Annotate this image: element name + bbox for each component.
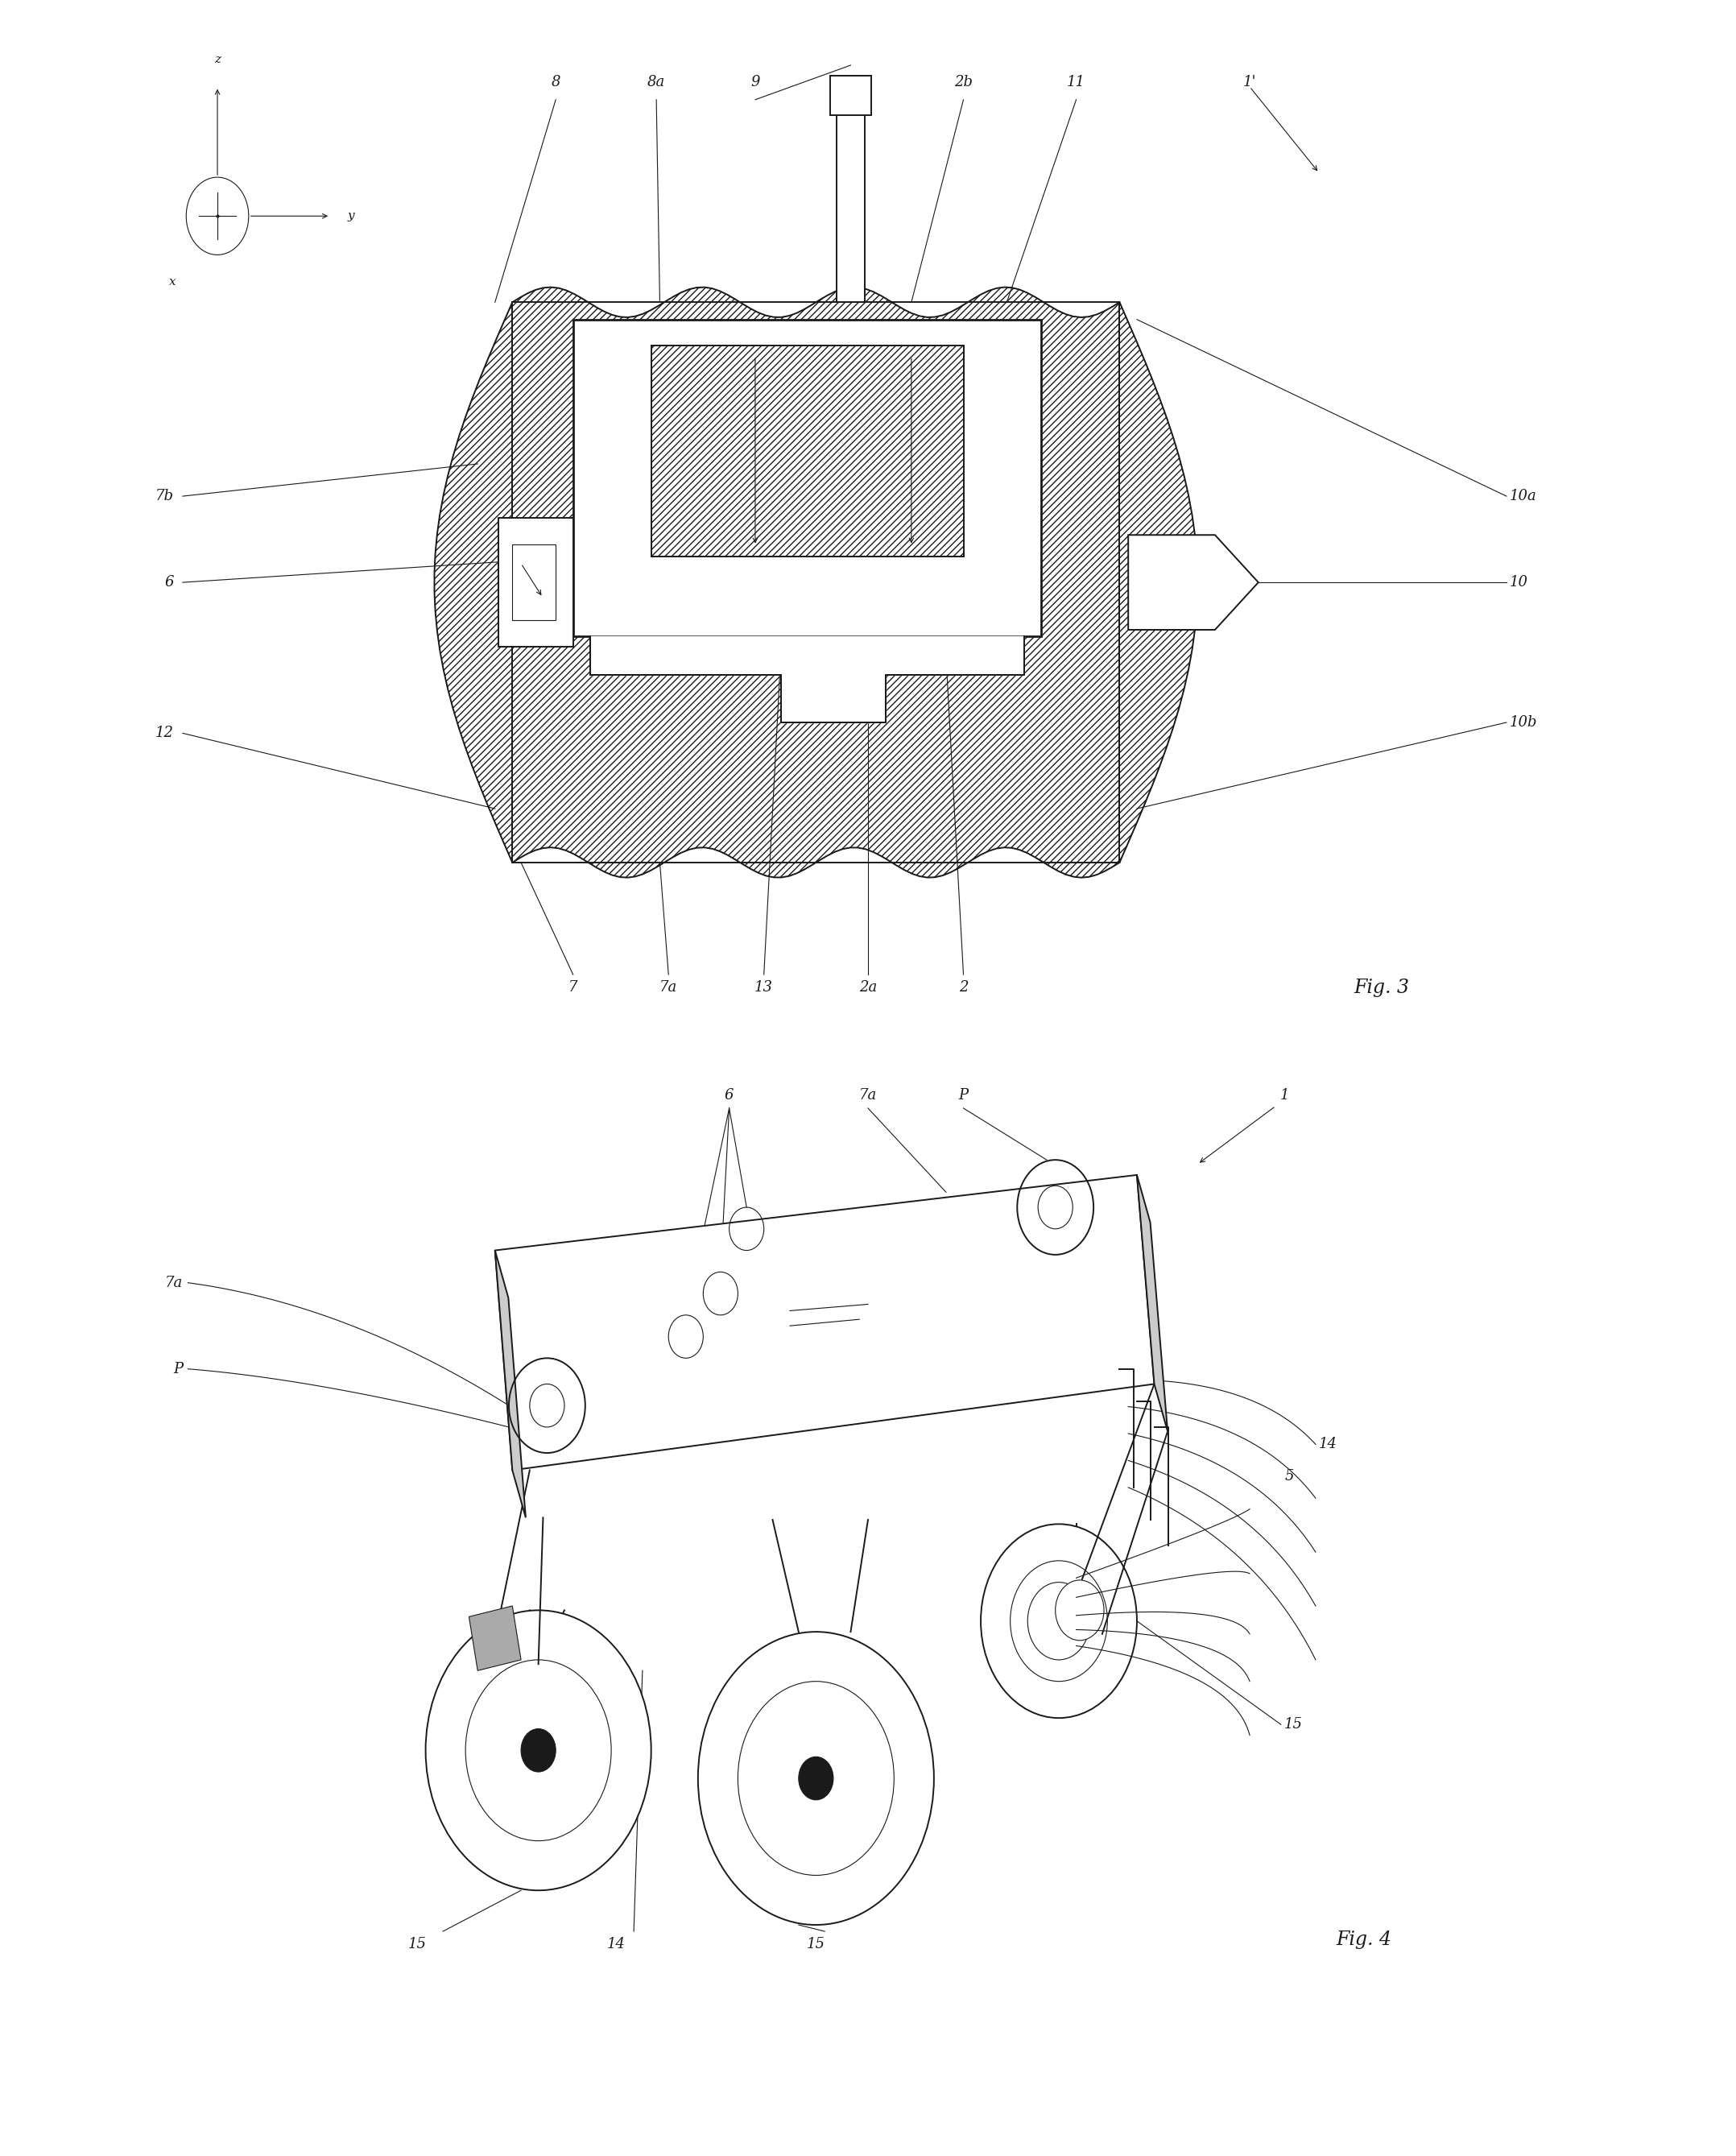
Text: 12: 12 (156, 727, 174, 740)
Bar (573, 319, 1042, 636)
Circle shape (981, 1524, 1137, 1718)
Text: 7a: 7a (660, 981, 677, 994)
Text: 2a: 2a (859, 981, 877, 994)
Bar (830, 75, 871, 114)
Bar (498, 517, 573, 647)
Text: 14: 14 (1319, 1438, 1338, 1451)
Text: 2: 2 (958, 981, 969, 994)
Polygon shape (1128, 535, 1259, 630)
Circle shape (698, 1632, 934, 1925)
Text: 15: 15 (807, 1936, 825, 1951)
Text: 14: 14 (608, 1936, 625, 1951)
Circle shape (1010, 1561, 1108, 1682)
Text: P: P (958, 1089, 969, 1102)
Text: 7b: 7b (156, 489, 174, 505)
Text: 8a: 8a (648, 75, 665, 91)
Text: 2b: 2b (955, 75, 972, 91)
Bar (651, 345, 963, 556)
Circle shape (521, 1729, 556, 1772)
Polygon shape (1137, 1175, 1168, 1432)
Circle shape (1055, 1580, 1104, 1641)
Text: 11: 11 (1068, 75, 1085, 91)
Text: 13: 13 (755, 981, 773, 994)
Text: 1: 1 (1279, 1089, 1290, 1102)
Polygon shape (590, 636, 1024, 722)
Text: 15: 15 (1285, 1716, 1304, 1731)
Text: 7a: 7a (165, 1276, 182, 1289)
Circle shape (425, 1611, 651, 1891)
Text: 5: 5 (1285, 1470, 1293, 1483)
Circle shape (1028, 1583, 1090, 1660)
Text: 1': 1' (1243, 75, 1257, 91)
Polygon shape (495, 1175, 1154, 1470)
Text: 7: 7 (568, 981, 578, 994)
Circle shape (799, 1757, 833, 1800)
Polygon shape (495, 1250, 526, 1518)
Text: 6: 6 (165, 576, 174, 589)
Text: y: y (347, 211, 354, 222)
Text: 7a: 7a (859, 1089, 877, 1102)
Circle shape (738, 1682, 894, 1876)
Text: P: P (174, 1363, 182, 1376)
Text: Fig. 4: Fig. 4 (1337, 1930, 1392, 1949)
Text: Fig. 3: Fig. 3 (1354, 979, 1410, 996)
Polygon shape (469, 1606, 521, 1671)
Bar (512, 545, 556, 621)
Text: 10: 10 (1510, 576, 1528, 589)
Text: 10b: 10b (1510, 716, 1538, 729)
Bar (651, 345, 963, 556)
Text: z: z (214, 54, 220, 65)
Circle shape (465, 1660, 611, 1841)
Polygon shape (434, 287, 1198, 877)
Text: 5: 5 (845, 75, 856, 91)
Text: 10a: 10a (1510, 489, 1536, 505)
Text: x: x (168, 276, 175, 287)
Bar (837, 75, 865, 302)
Text: 9: 9 (750, 75, 760, 91)
Text: 15: 15 (408, 1936, 427, 1951)
Text: 8: 8 (550, 75, 561, 91)
Text: 6: 6 (724, 1089, 734, 1102)
